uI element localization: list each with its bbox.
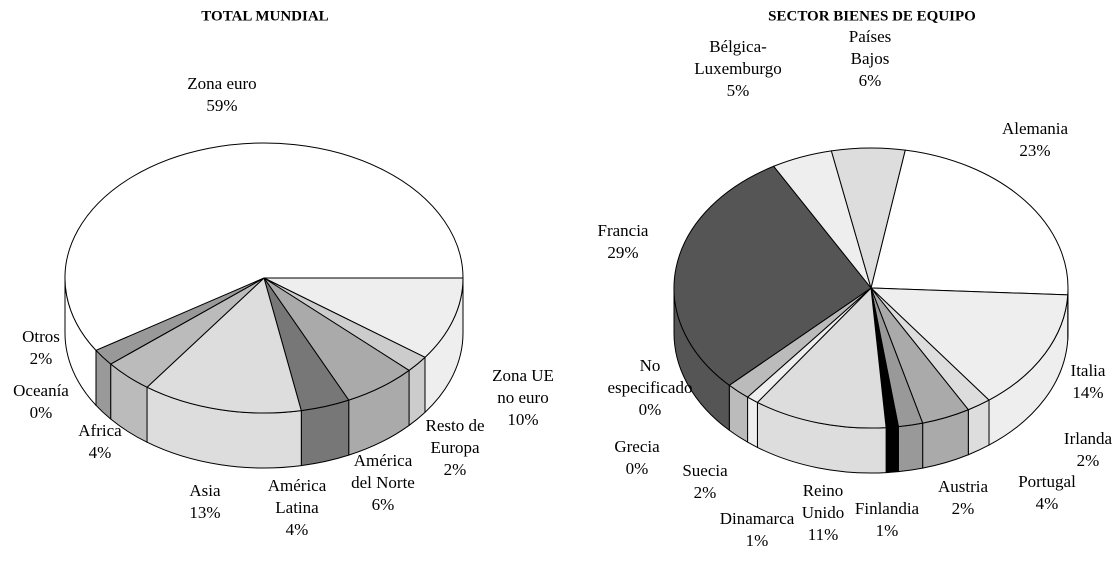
value-label: 2% bbox=[444, 460, 467, 479]
slice-label: Países Bajos bbox=[849, 27, 892, 68]
label-line: Otros bbox=[22, 327, 60, 346]
slice-label: América del Norte bbox=[351, 451, 415, 492]
label-line: No bbox=[640, 356, 661, 375]
label-line: Bajos bbox=[851, 49, 890, 68]
slice bbox=[64, 142, 464, 351]
slice-label: Bélgica- Luxemburgo bbox=[694, 37, 782, 78]
slice-label: América Latina bbox=[268, 476, 327, 517]
value-label: 29% bbox=[607, 243, 638, 262]
slice bbox=[870, 149, 1069, 296]
value-label: 4% bbox=[1036, 494, 1059, 513]
slice-label: Oceanía bbox=[13, 381, 69, 400]
label-line: Suecia bbox=[682, 461, 728, 480]
label-line: Luxemburgo bbox=[694, 59, 782, 78]
label-line: Francia bbox=[598, 221, 649, 240]
label-line: Zona euro bbox=[187, 74, 256, 93]
label-line: Unido bbox=[802, 503, 845, 522]
label-line: Irlanda bbox=[1064, 429, 1113, 448]
slice-side bbox=[885, 426, 899, 474]
value-label: 5% bbox=[727, 81, 750, 100]
value-label: 2% bbox=[1077, 451, 1100, 470]
slice-label: Finlandia bbox=[855, 499, 920, 518]
slice-label: Suecia bbox=[682, 461, 728, 480]
slice-label: Zona UE no euro bbox=[492, 366, 554, 407]
slice bbox=[146, 277, 302, 414]
slice-label: Resto de Europa bbox=[425, 416, 484, 457]
label-line: Latina bbox=[275, 498, 319, 517]
value-label: 4% bbox=[89, 443, 112, 462]
label-line: Asia bbox=[189, 481, 221, 500]
value-label: 23% bbox=[1019, 141, 1050, 160]
label-line: Países bbox=[849, 27, 892, 46]
slice-label: Francia bbox=[598, 221, 649, 240]
value-label: 0% bbox=[626, 459, 649, 478]
value-label: 4% bbox=[286, 520, 309, 539]
slice-label: Irlanda bbox=[1064, 429, 1113, 448]
slice-label: Zona euro bbox=[187, 74, 256, 93]
label-line: Grecia bbox=[614, 437, 660, 456]
value-label: 13% bbox=[189, 503, 220, 522]
value-label: 10% bbox=[507, 410, 538, 429]
slice-label: Grecia bbox=[614, 437, 660, 456]
label-line: Finlandia bbox=[855, 499, 920, 518]
label-line: Oceanía bbox=[13, 381, 69, 400]
label-line: Europa bbox=[430, 438, 480, 457]
slice-label: Reino Unido bbox=[802, 481, 845, 522]
slice-side bbox=[747, 396, 758, 448]
label-line: del Norte bbox=[351, 473, 415, 492]
label-line: América bbox=[268, 476, 327, 495]
slice bbox=[263, 277, 464, 358]
value-label: 6% bbox=[372, 495, 395, 514]
label-line: Resto de bbox=[425, 416, 484, 435]
value-label: 0% bbox=[30, 403, 53, 422]
slice bbox=[756, 287, 887, 429]
slice-label: Asia bbox=[189, 481, 221, 500]
value-label: 1% bbox=[876, 521, 899, 540]
slice-label: No especificado bbox=[608, 356, 693, 397]
label-line: Austria bbox=[938, 477, 989, 496]
slice-label: Alemania bbox=[1002, 119, 1069, 138]
value-label: 1% bbox=[746, 531, 769, 550]
label-line: no euro bbox=[497, 388, 548, 407]
label-line: Bélgica- bbox=[709, 37, 767, 56]
label-line: especificado bbox=[608, 378, 693, 397]
label-line: Africa bbox=[78, 421, 122, 440]
slice-label: Austria bbox=[938, 477, 989, 496]
value-label: 11% bbox=[808, 525, 839, 544]
label-line: Zona UE bbox=[492, 366, 554, 385]
label-line: Italia bbox=[1071, 361, 1106, 380]
value-label: 6% bbox=[859, 71, 882, 90]
label-line: Dinamarca bbox=[720, 509, 795, 528]
slice-label: Portugal bbox=[1018, 472, 1076, 491]
chart-title: SECTOR BIENES DE EQUIPO bbox=[768, 8, 976, 24]
slice bbox=[830, 147, 906, 289]
slice bbox=[870, 287, 1069, 401]
label-line: Alemania bbox=[1002, 119, 1069, 138]
slice bbox=[673, 165, 872, 386]
value-label: 2% bbox=[952, 499, 975, 518]
slice-label: Africa bbox=[78, 421, 122, 440]
value-label: 2% bbox=[694, 483, 717, 502]
label-line: Reino bbox=[803, 481, 844, 500]
slice-label: Dinamarca bbox=[720, 509, 795, 528]
label-line: Portugal bbox=[1018, 472, 1076, 491]
slice-side bbox=[897, 422, 924, 473]
value-label: 59% bbox=[206, 96, 237, 115]
value-label: 14% bbox=[1072, 383, 1103, 402]
chart-title: TOTAL MUNDIAL bbox=[201, 8, 328, 24]
slice-label: Otros bbox=[22, 327, 60, 346]
slice-label: Italia bbox=[1071, 361, 1106, 380]
value-label: 0% bbox=[639, 400, 662, 419]
label-line: América bbox=[354, 451, 413, 470]
value-label: 2% bbox=[30, 349, 53, 368]
